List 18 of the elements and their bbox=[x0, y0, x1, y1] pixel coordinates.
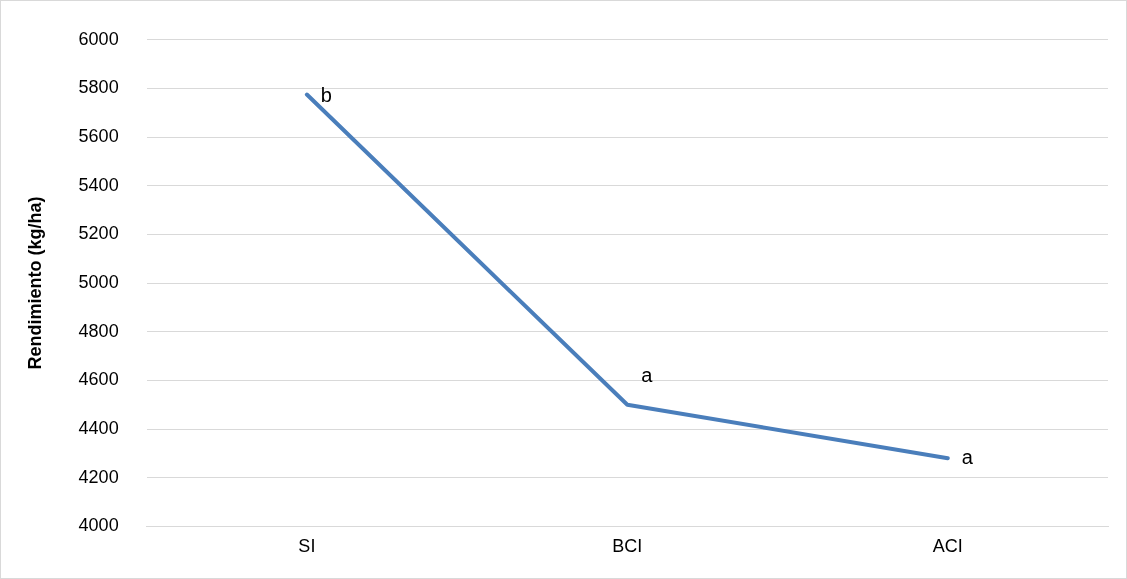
y-tick-label: 6000 bbox=[78, 28, 119, 49]
y-tick-label: 4400 bbox=[78, 418, 119, 439]
x-tick-label: SI bbox=[298, 536, 316, 557]
annotation: a bbox=[641, 364, 654, 387]
y-tick-label: 5400 bbox=[78, 174, 119, 195]
annotation: b bbox=[320, 84, 332, 107]
y-tick-label: 4600 bbox=[78, 369, 119, 390]
y-tick-label: 5600 bbox=[78, 126, 119, 147]
y-tick-label: 5800 bbox=[78, 77, 119, 98]
y-axis-title: Rendimiento (kg/ha) bbox=[24, 196, 45, 370]
x-tick-label: ACI bbox=[932, 536, 963, 557]
x-tick-label: BCI bbox=[612, 536, 643, 557]
y-tick-label: 5200 bbox=[78, 223, 119, 244]
annotation: a bbox=[961, 445, 974, 468]
y-tick-label: 4800 bbox=[78, 320, 119, 341]
y-tick-label: 4000 bbox=[78, 515, 119, 536]
y-tick-label: 5000 bbox=[78, 272, 119, 293]
y-tick-label: 4200 bbox=[78, 466, 119, 487]
